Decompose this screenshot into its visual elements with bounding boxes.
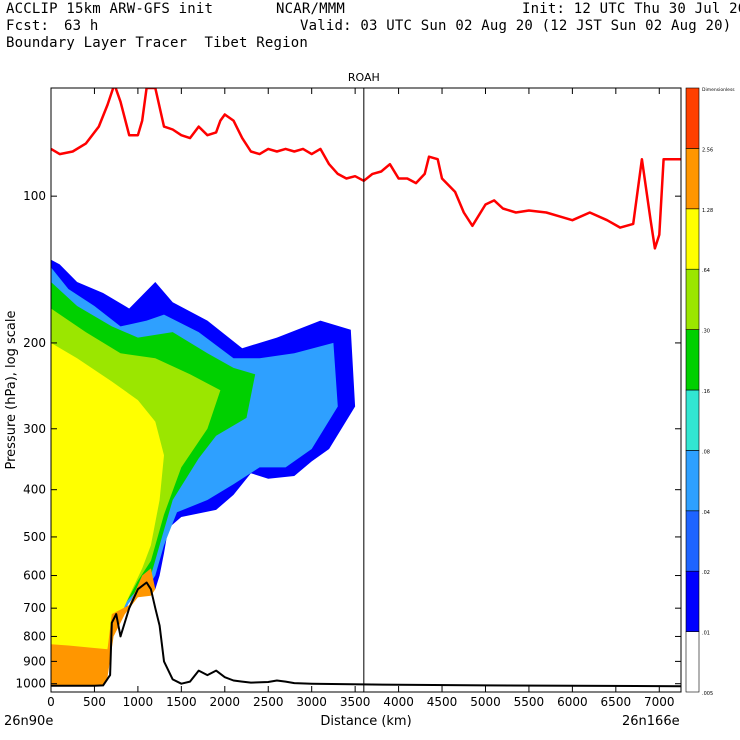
- x-tick-label: 2500: [253, 695, 284, 709]
- fcst-label: Fcst:: [6, 18, 50, 34]
- section-end-label: 26n166e: [622, 714, 680, 729]
- colorbar-tick-label: .04: [702, 510, 710, 516]
- x-tick-label: 4500: [427, 695, 458, 709]
- x-tick-label: 1000: [123, 695, 154, 709]
- field-title: Boundary Layer Tracer Tibet Region: [6, 35, 309, 51]
- colorbar-tick-label: .16: [702, 389, 710, 395]
- colorbar: .005 .01 .02 .04 .08 .16 .30 .64 1.28 2.56 Dimensi…: [685, 87, 735, 697]
- y-tick-label: 700: [23, 601, 46, 615]
- y-tick-label: 900: [23, 654, 46, 668]
- y-tick-label: 800: [23, 629, 46, 643]
- x-tick-label: 6000: [557, 695, 588, 709]
- colorbar-tick-label: .01: [702, 631, 710, 637]
- init-time: Init: 12 UTC Thu 30 Jul 20: [522, 1, 740, 17]
- model-title: ACCLIP 15km ARW-GFS init: [6, 1, 214, 17]
- x-tick-label: 0: [47, 695, 55, 709]
- colorbar-tick-label: .30: [702, 329, 710, 335]
- x-tick-label: 1500: [166, 695, 197, 709]
- colorbar-band: [685, 450, 700, 512]
- section-start-label: 26n90e: [4, 714, 53, 729]
- x-tick-label: 5000: [470, 695, 501, 709]
- colorbar-band: [685, 329, 700, 391]
- colorbar-tick-label: 2.56: [702, 147, 713, 153]
- y-tick-label: 100: [23, 189, 46, 203]
- x-axis-title: Distance (km): [320, 714, 411, 729]
- x-tick-label: 4000: [383, 695, 414, 709]
- y-tick-label: 600: [23, 569, 46, 583]
- axes: 0 500 1000 1500 2000 2500 3000 3500 4000 4500 5000…: [15, 88, 681, 709]
- colorbar-band: [685, 208, 700, 270]
- colorbar-band: [685, 87, 700, 149]
- colorbar-tick-label: .08: [702, 449, 710, 455]
- tropopause-line: [51, 88, 681, 250]
- colorbar-band: [685, 510, 700, 572]
- y-tick-label: 1000: [15, 677, 46, 691]
- y-axis-title: Pressure (hPa), log scale: [4, 311, 19, 470]
- tracer-region-5: [51, 342, 164, 682]
- x-tick-label: 5500: [514, 695, 545, 709]
- overlay-lines: [51, 88, 681, 688]
- colorbar-band: [685, 148, 700, 210]
- colorbar-tick-label: .64: [702, 268, 710, 274]
- y-tick-label: 300: [23, 422, 46, 436]
- colorbar-band: [685, 268, 700, 330]
- tracer-contours: [51, 259, 356, 686]
- x-tick-label: 6500: [601, 695, 632, 709]
- plot-frame: [50, 87, 682, 693]
- valid-time: Valid: 03 UTC Sun 02 Aug 20 (12 JST Sun …: [300, 18, 732, 34]
- y-tick-label: 500: [23, 530, 46, 544]
- y-tick-label: 200: [23, 336, 46, 350]
- station-marker-label: ROAH: [348, 71, 380, 84]
- colorbar-tick-label: .005: [702, 691, 713, 697]
- org-label: NCAR/MMM: [276, 1, 346, 17]
- colorbar-band: [685, 389, 700, 451]
- colorbar-tick-label: 1.28: [702, 208, 713, 214]
- x-tick-label: 500: [83, 695, 106, 709]
- x-tick-label: 2000: [210, 695, 241, 709]
- terrain-line: [51, 581, 681, 688]
- colorbar-tick-label: .02: [702, 570, 710, 576]
- x-tick-label: 7000: [644, 695, 675, 709]
- x-tick-label: 3500: [340, 695, 371, 709]
- tracer-region-6: [51, 568, 156, 686]
- colorbar-band: [685, 631, 700, 693]
- y-tick-label: 400: [23, 483, 46, 497]
- colorbar-units: Dimensionless: [702, 87, 735, 93]
- fcst-value: 63 h: [64, 18, 99, 34]
- x-tick-label: 3000: [296, 695, 327, 709]
- colorbar-band: [685, 570, 700, 632]
